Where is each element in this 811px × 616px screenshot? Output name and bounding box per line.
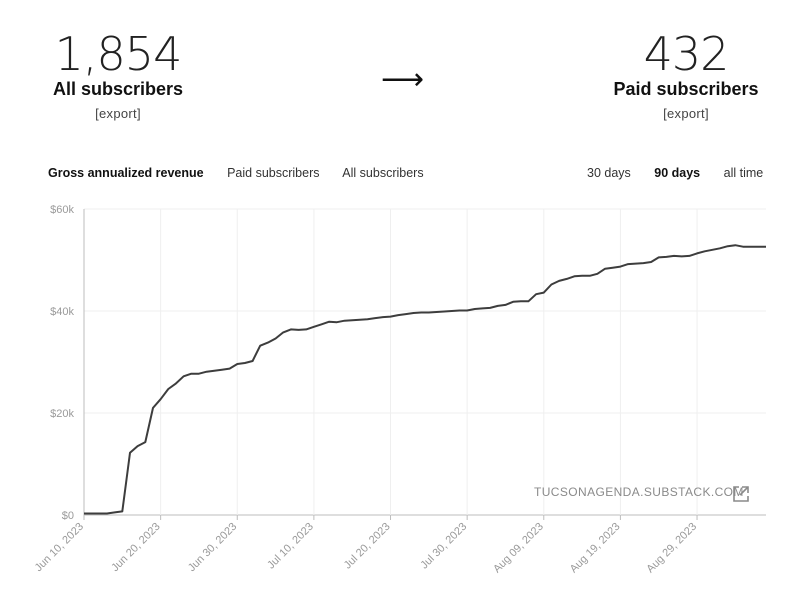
x-tick-label: Jun 20, 2023: [109, 521, 162, 574]
tab-gross-annualized-revenue[interactable]: Gross annualized revenue: [48, 166, 204, 180]
all-subscribers-count: 1,854: [54, 27, 183, 81]
tab-all-time[interactable]: all time: [723, 166, 764, 180]
x-tick-label: Jun 30, 2023: [186, 521, 239, 574]
revenue-chart: $0 $20k $40k $60k Jun 10, 2023 Jun 20, 2023 Ju…: [33, 204, 766, 576]
range-tabs: 30 days 90 days all time: [587, 166, 763, 180]
revenue-series-line: [84, 244, 766, 515]
paid-subscribers-export-link[interactable]: [export]: [663, 106, 709, 121]
y-tick-label: $20k: [50, 408, 74, 420]
paid-subscribers-label: Paid subscribers: [613, 79, 759, 99]
external-link-icon[interactable]: [731, 484, 751, 504]
tab-90-days[interactable]: 90 days: [654, 166, 701, 180]
all-subscribers-label: All subscribers: [52, 79, 184, 99]
substack-watermark: TUCSONAGENDA.SUBSTACK.COM: [534, 485, 744, 499]
y-tick-label: $40k: [50, 306, 74, 318]
y-tick-label: $60k: [50, 204, 74, 216]
tab-paid-subscribers[interactable]: Paid subscribers: [227, 166, 320, 180]
paid-subscribers-stat: 432 Paid subscribers [export]: [586, 31, 786, 121]
right-arrow-icon: ⟶: [381, 62, 425, 97]
x-tick-label: Aug 19, 2023: [568, 521, 623, 576]
all-subscribers-export-link[interactable]: [export]: [95, 106, 141, 121]
x-tick-label: Jul 10, 2023: [265, 521, 316, 572]
metric-tabs: Gross annualized revenue Paid subscriber…: [48, 166, 444, 180]
x-tick-label: Jul 20, 2023: [342, 521, 393, 572]
x-tick-label: Aug 29, 2023: [644, 521, 699, 576]
all-subscribers-stat: 1,854 All subscribers [export]: [18, 31, 218, 121]
tab-all-subscribers[interactable]: All subscribers: [342, 166, 424, 180]
x-tick-label: Jun 10, 2023: [33, 521, 86, 574]
tab-30-days[interactable]: 30 days: [587, 166, 631, 180]
x-tick-label: Jul 30, 2023: [418, 521, 469, 572]
paid-subscribers-count: 432: [643, 27, 730, 81]
y-tick-label: $0: [62, 510, 74, 522]
x-tick-label: Aug 09, 2023: [491, 521, 546, 576]
